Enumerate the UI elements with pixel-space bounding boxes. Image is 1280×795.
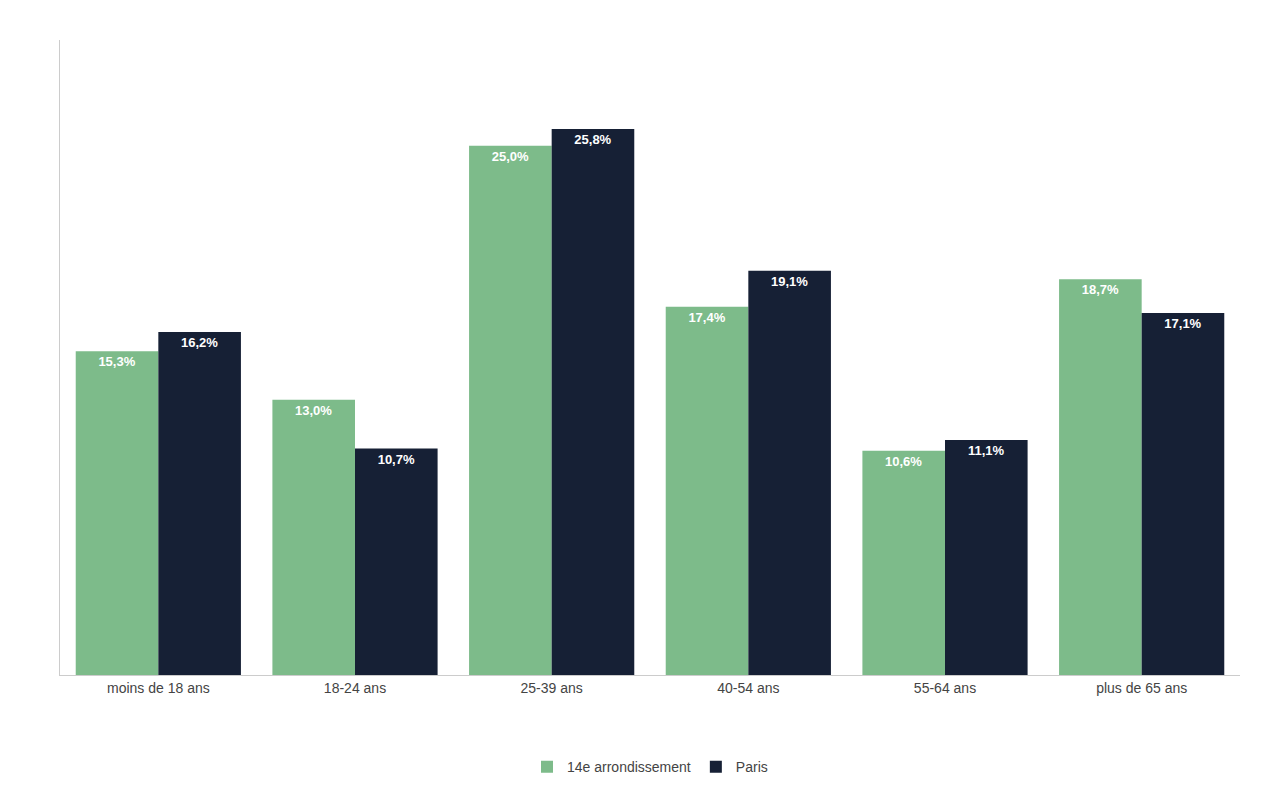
svg-text:40-54 ans: 40-54 ans [717, 680, 779, 696]
svg-text:plus de 65 ans: plus de 65 ans [1096, 680, 1187, 696]
svg-text:moins de 18 ans: moins de 18 ans [107, 680, 210, 696]
svg-text:15,3%: 15,3% [98, 354, 135, 369]
svg-text:19,1%: 19,1% [771, 274, 808, 289]
svg-text:11,1%: 11,1% [968, 443, 1005, 458]
svg-text:18,7%: 18,7% [1082, 282, 1119, 297]
svg-text:25,0%: 25,0% [492, 149, 529, 164]
svg-text:18-24 ans: 18-24 ans [324, 680, 386, 696]
svg-text:17,1%: 17,1% [1164, 316, 1201, 331]
svg-text:17,4%: 17,4% [688, 310, 725, 325]
svg-text:55-64 ans: 55-64 ans [914, 680, 976, 696]
svg-text:13,0%: 13,0% [295, 403, 332, 418]
svg-text:10,7%: 10,7% [378, 452, 415, 467]
svg-text:25-39 ans: 25-39 ans [521, 680, 583, 696]
svg-text:10,6%: 10,6% [885, 454, 922, 469]
svg-text:14e arrondissement: 14e arrondissement [567, 759, 691, 775]
svg-text:Paris: Paris [736, 759, 768, 775]
svg-text:16,2%: 16,2% [181, 335, 218, 350]
svg-text:25,8%: 25,8% [574, 132, 611, 147]
